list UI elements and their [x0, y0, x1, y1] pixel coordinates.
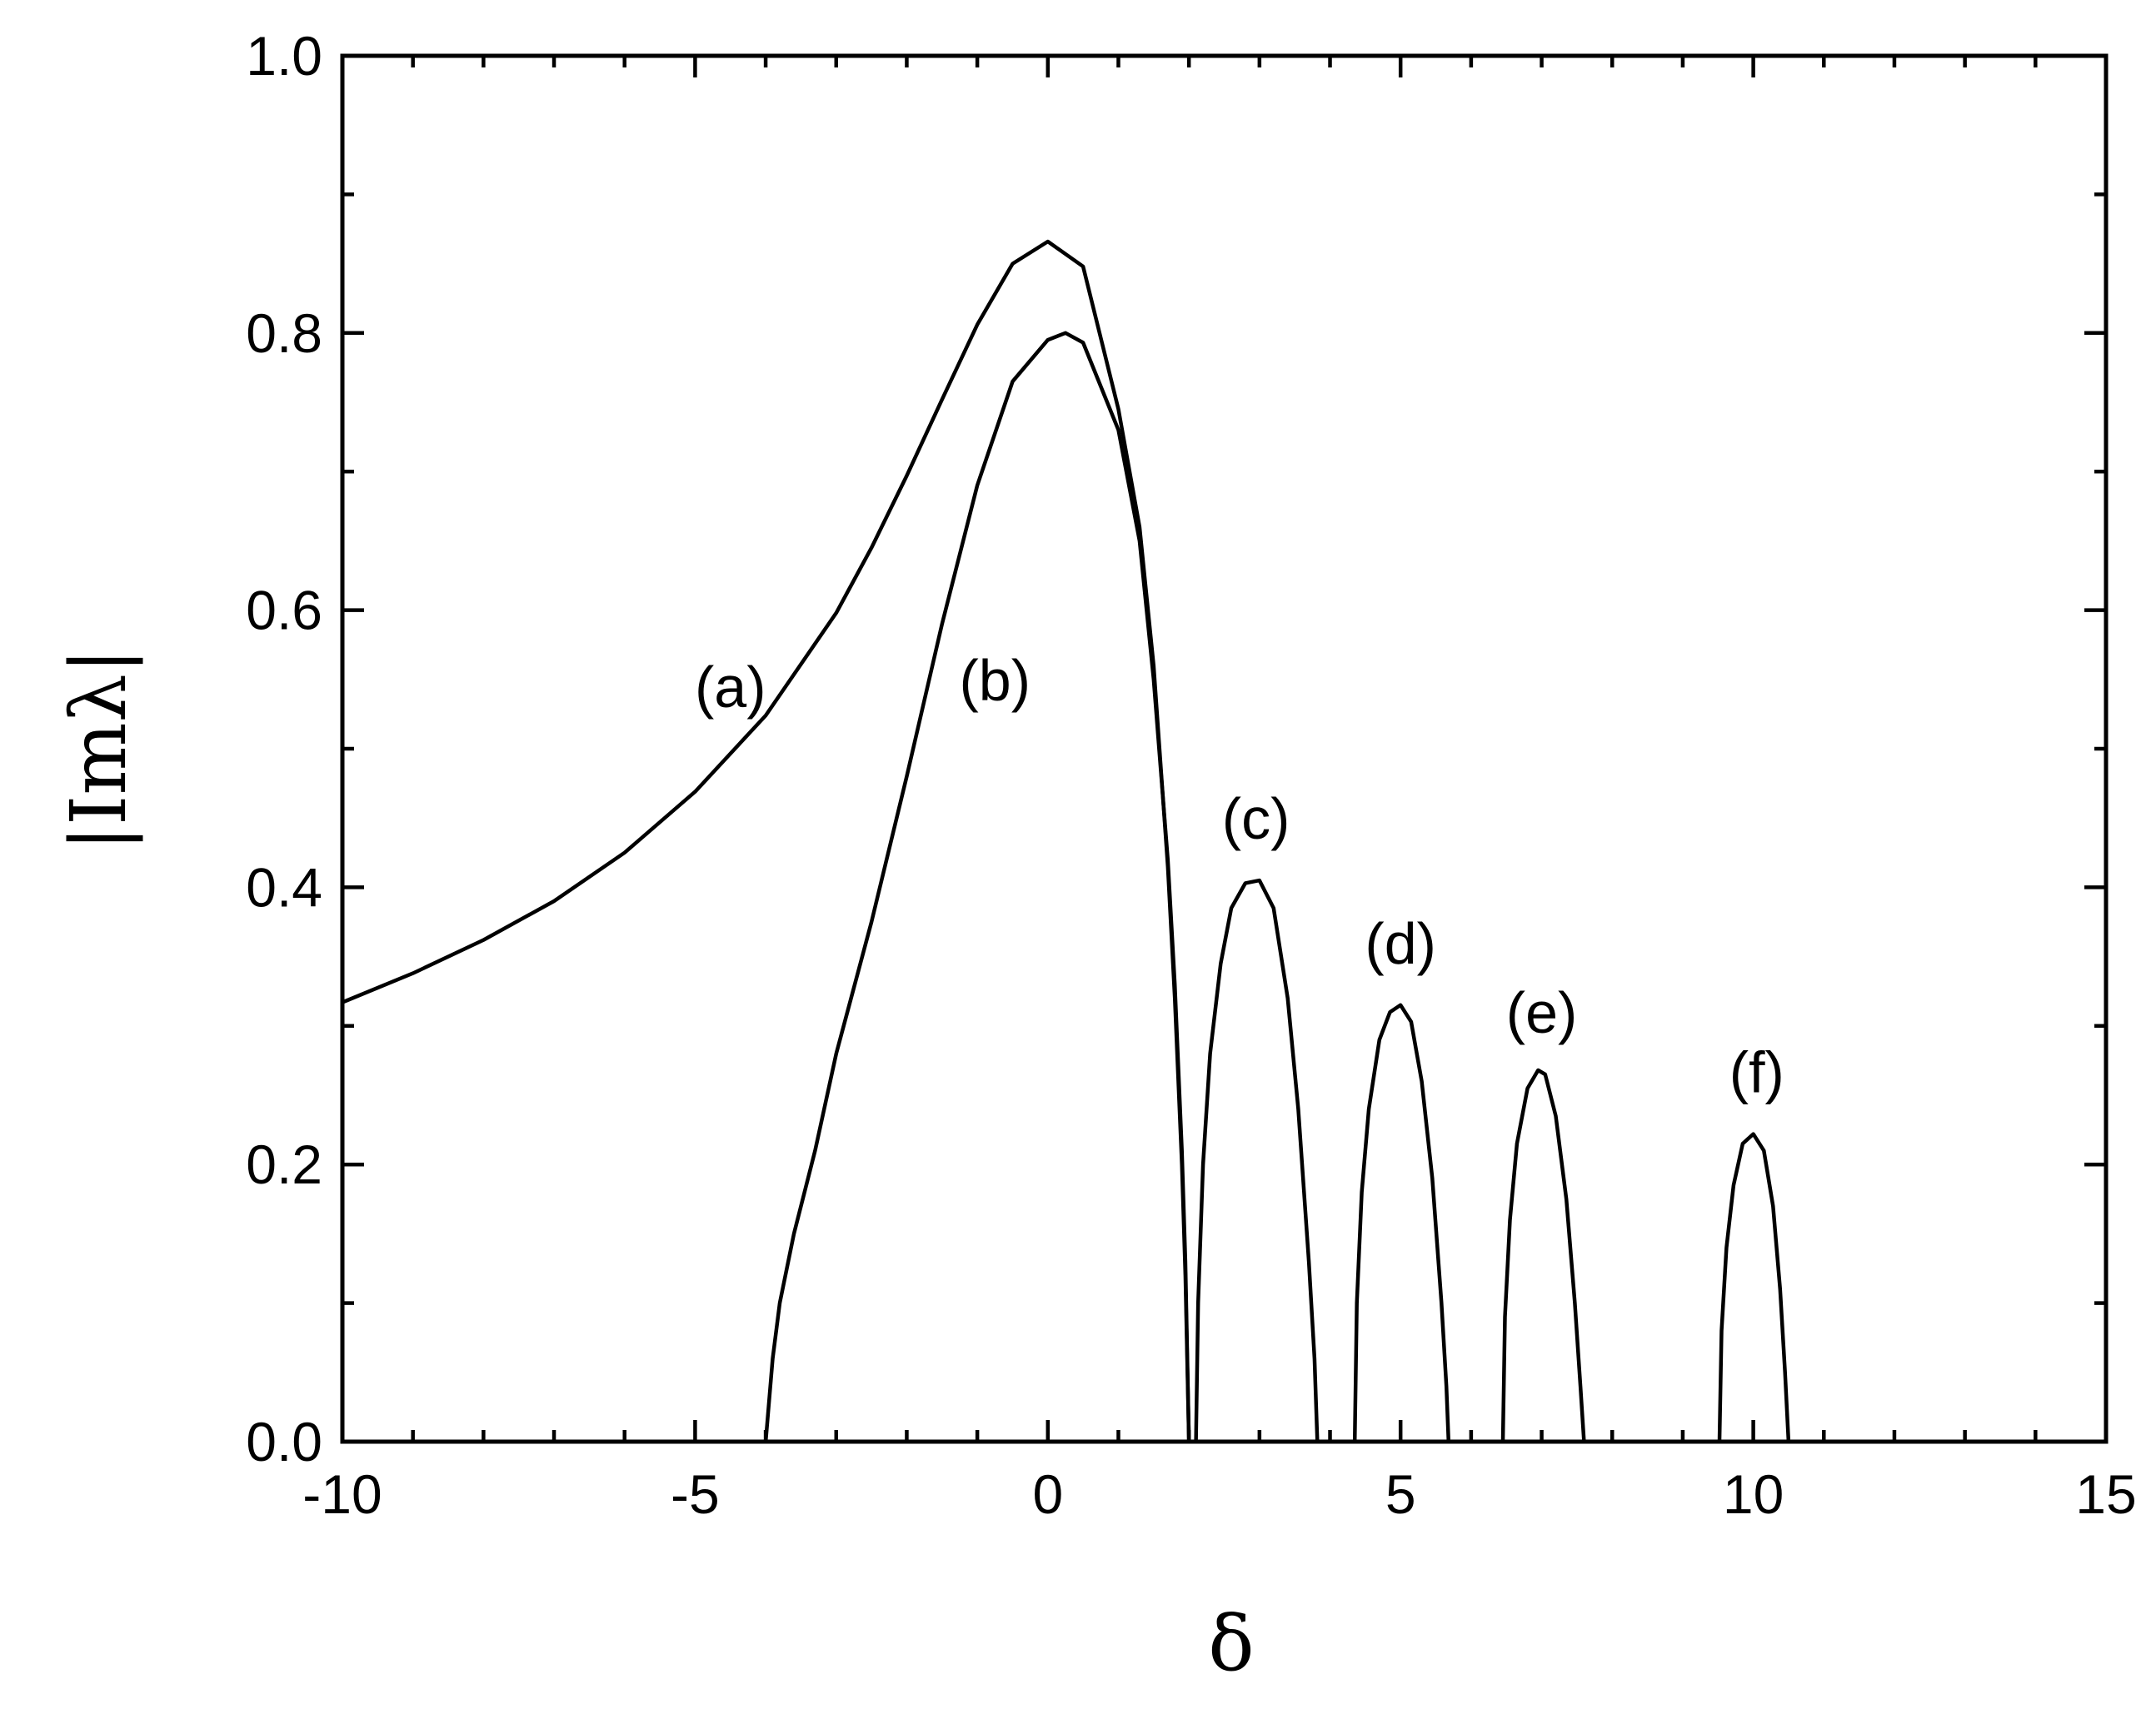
series-label: (e) — [1506, 980, 1578, 1045]
series-label: (f) — [1729, 1040, 1784, 1105]
series-line — [1194, 878, 1320, 1442]
curves — [342, 239, 1791, 1442]
series-line — [342, 239, 1191, 1442]
series-label: (b) — [960, 648, 1031, 713]
x-tick-label: 0 — [1032, 1463, 1063, 1525]
x-tick-label: 15 — [2075, 1463, 2136, 1525]
plot-frame — [340, 53, 2109, 1444]
tick-labels: -10 -5 0 5 10 15 0.0 0.2 0.4 0.6 0.8 1.0 — [246, 25, 2136, 1525]
series-label: (d) — [1365, 911, 1436, 976]
y-tick-label: 0.2 — [246, 1134, 322, 1195]
y-tick-label: 1.0 — [246, 25, 322, 87]
y-tick-label: 0.4 — [246, 856, 322, 918]
axis-ticks — [340, 53, 2109, 1444]
y-tick-label: 0.0 — [246, 1411, 322, 1472]
y-axis-label: |Imλ| — [54, 648, 143, 851]
x-tick-label: -10 — [302, 1463, 382, 1525]
x-axis-label: δ — [1208, 1599, 1254, 1688]
series-line — [763, 331, 1191, 1442]
x-tick-label: -5 — [671, 1463, 720, 1525]
series-label: (c) — [1222, 786, 1290, 851]
series-label: (a) — [695, 655, 766, 720]
series-line — [1500, 1068, 1586, 1442]
y-tick-label: 0.8 — [246, 302, 322, 364]
curve-labels: (a) (b) (c) (d) (e) (f) — [695, 648, 1784, 1105]
y-tick-label: 0.6 — [246, 580, 322, 641]
x-tick-label: 5 — [1385, 1463, 1416, 1525]
series-line — [1352, 1003, 1451, 1442]
x-tick-label: 10 — [1723, 1463, 1784, 1525]
series-line — [1717, 1132, 1791, 1442]
